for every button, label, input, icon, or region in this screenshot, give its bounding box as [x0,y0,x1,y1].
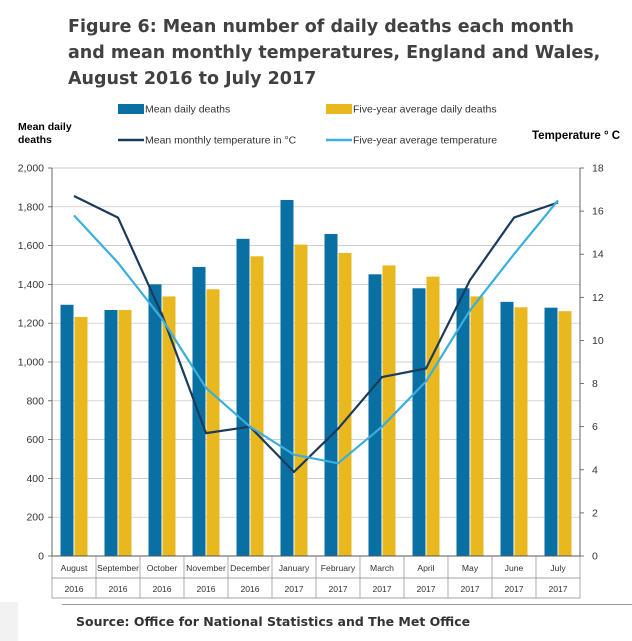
x-tick-label-month: March [370,563,394,573]
bar-mean-deaths [456,288,470,556]
left-edge-panel [0,602,18,641]
bar-avg-deaths [426,276,440,556]
legend-label: Five-year average daily deaths [353,104,497,116]
x-tick-label-year: 2017 [460,584,479,594]
y2-axis-label: Temperature ° C [532,130,620,142]
x-tick-label-year: 2017 [284,584,303,594]
x-tick-label-year: 2016 [240,584,259,594]
bar-avg-deaths [74,316,88,556]
bar-avg-deaths [118,310,132,556]
bar-mean-deaths [544,307,558,556]
x-tick-label-year: 2017 [328,584,347,594]
bar-avg-deaths [162,296,176,556]
y2-tick-label: 16 [592,206,604,218]
x-tick-label-month: August [61,563,88,573]
chart-title: Figure 6: Mean number of daily deaths ea… [68,17,601,89]
bar-avg-deaths [382,265,396,556]
x-tick-label-year: 2017 [416,584,435,594]
legend-label: Five-year average temperature [353,135,497,147]
y-tick-label: 1,800 [18,201,44,213]
bar-avg-deaths [338,252,352,557]
legend: Mean daily deaths Five-year average daily… [118,104,497,147]
gridlines [52,167,580,518]
y2-tick-label: 12 [592,292,604,304]
bar-mean-deaths [148,284,162,556]
chart-canvas: Mean daily deaths Five-year average daily… [18,104,620,599]
line-avg-temperature [73,199,559,465]
x-axis-labels: August 2016 September 2016 October 2016 Novemb… [51,556,581,599]
y2-tick-label: 0 [592,551,598,563]
source-note: Source: Office for National Statistics a… [76,614,471,629]
y-tick-label: 1,000 [18,357,44,369]
x-tick-label-month: April [417,563,434,573]
bar-mean-deaths [104,310,118,556]
x-tick-label-month: December [230,563,270,573]
legend-swatch [118,104,144,114]
y2-tick-label: 2 [592,507,598,519]
x-tick-label-year: 2016 [108,584,127,594]
bar-mean-deaths [324,233,338,556]
y-tick-label: 1,200 [18,318,44,330]
y-tick-label: 600 [26,434,44,446]
y-tick-label: 1,400 [18,279,44,291]
x-tick-label-year: 2016 [152,584,171,594]
x-tick-label-year: 2017 [372,584,391,594]
bar-mean-deaths [236,238,250,556]
source-divider [62,604,632,605]
legend-label: Mean monthly temperature in °C [145,135,297,147]
y2-tick-label: 4 [592,464,598,476]
x-tick-label-month: September [97,563,139,573]
x-tick-label-year: 2017 [504,584,523,594]
x-tick-label-month: February [321,563,356,573]
bar-avg-deaths [470,296,484,556]
bar-avg-deaths [558,311,572,556]
line-mean-temperature [73,195,559,473]
y2-tick-label: 14 [592,249,604,261]
x-tick-label-month: May [462,563,479,573]
bar-avg-deaths [206,289,220,556]
x-tick-label-month: October [147,563,178,573]
y-tick-label: 800 [26,395,44,407]
legend-label: Mean daily deaths [145,104,230,116]
x-tick-label-month: June [505,563,524,573]
y-tick-label: 1,600 [18,240,44,252]
x-tick-label-month: July [550,563,566,573]
y-axis-label-line2: deaths [18,134,52,146]
y2-tick-label: 8 [592,378,598,390]
bar-avg-deaths [294,244,308,556]
y2-tick-label: 10 [592,335,604,347]
bar-mean-deaths [280,200,294,556]
axes: 0 200 400 600 800 1,000 1,200 1,400 1,600 1,800 2,… [18,163,604,563]
y-axis-label-line1: Mean daily [18,121,72,133]
y-tick-label: 400 [26,473,44,485]
y2-tick-label: 18 [592,163,604,175]
y-tick-label: 2,000 [18,163,44,175]
x-tick-label-year: 2017 [548,584,567,594]
bar-mean-deaths [500,301,514,556]
bar-avg-deaths [250,256,264,556]
bar-avg-deaths [514,307,528,556]
y2-tick-label: 6 [592,421,598,433]
y-tick-label: 0 [38,551,44,563]
x-tick-label-year: 2016 [196,584,215,594]
x-tick-label-month: January [279,563,310,573]
bar-mean-deaths [60,304,74,556]
bar-mean-deaths [412,288,426,556]
bar-mean-deaths [368,274,382,556]
lines [73,195,559,473]
x-tick-label-month: November [186,563,226,573]
bars [60,200,572,557]
x-tick-label-year: 2016 [64,584,83,594]
legend-swatch [326,104,352,114]
y-tick-label: 200 [26,512,44,524]
